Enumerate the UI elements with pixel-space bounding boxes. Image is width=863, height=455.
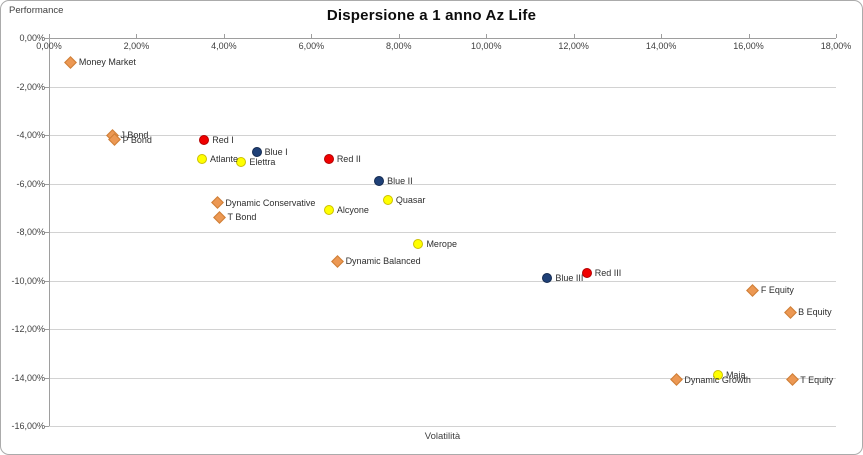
x-axis-tick	[573, 34, 575, 38]
point-label-merope: Merope	[426, 239, 457, 250]
x-tick-label: 10,00%	[470, 41, 502, 51]
y-tick-label: -2,00%	[16, 81, 45, 92]
gridline	[49, 329, 836, 330]
gridline	[49, 426, 836, 427]
y-axis-tick	[45, 280, 49, 282]
point-label-b-equity: B Equity	[798, 307, 832, 318]
x-axis-tick	[836, 34, 837, 38]
point-dynamic-conservative	[210, 196, 224, 210]
point-blue-iii	[542, 273, 553, 284]
x-tick-label: 12,00%	[558, 41, 589, 51]
x-tick-label: 8,00%	[386, 41, 412, 51]
point-label-f-equity: F Equity	[760, 285, 794, 296]
point-label-t-bond: T Bond	[227, 212, 257, 223]
point-b-equity	[783, 305, 797, 319]
point-label-p-bond: P Bond	[122, 134, 152, 145]
x-axis-tick	[49, 34, 50, 38]
y-tick-label: -6,00%	[16, 178, 45, 189]
gridline	[49, 86, 836, 88]
point-dynamic-balanced	[331, 254, 344, 268]
point-label-maia: Maia	[725, 370, 746, 381]
point-maia	[712, 370, 723, 381]
point-blue-i	[251, 146, 262, 157]
x-axis-tick	[748, 34, 750, 38]
y-tick-label: -16,00%	[11, 421, 45, 431]
y-axis-tick	[45, 135, 49, 136]
x-axis-tick	[223, 34, 225, 38]
y-axis-tick	[45, 377, 49, 379]
point-label-elettra: Elettra	[249, 156, 276, 167]
point-label-blue-i: Blue I	[264, 146, 288, 157]
point-label-blue-ii: Blue II	[387, 176, 413, 187]
point-label-red-iii: Red III	[594, 268, 622, 279]
x-tick-label: 2,00%	[123, 41, 150, 51]
x-axis-line	[49, 38, 836, 39]
point-t-equity	[785, 373, 799, 387]
gridline	[49, 377, 836, 379]
point-label-dynamic-balanced: Dynamic Balanced	[345, 256, 421, 267]
point-dynamic-growth	[670, 373, 683, 387]
x-axis-title: Volatilità	[424, 431, 461, 442]
y-tick-label: -14,00%	[11, 372, 45, 383]
point-red-ii	[323, 154, 334, 165]
y-tick-label: -8,00%	[16, 227, 45, 237]
point-label-red-ii: Red II	[336, 154, 361, 165]
gridline	[49, 135, 836, 136]
point-merope	[413, 239, 424, 250]
point-label-t-equity: T Equity	[800, 374, 834, 385]
point-alcyone	[323, 205, 334, 216]
chart-title: Dispersione a 1 anno Az Life	[326, 7, 537, 24]
y-tick-label: 0,00%	[19, 33, 45, 43]
x-axis-tick	[661, 34, 663, 38]
point-label-money-market: Money Market	[78, 57, 136, 68]
x-axis-tick	[311, 34, 313, 38]
point-label-j-bond: J Bond	[120, 130, 149, 140]
y-axis-title: Performance	[9, 5, 64, 16]
point-label-alcyone: Alcyone	[336, 205, 369, 216]
point-label-blue-iii: Blue III	[555, 273, 584, 284]
point-label-quasar: Quasar	[395, 195, 426, 206]
gridline	[49, 232, 836, 233]
point-label-atlante: Atlante	[210, 154, 239, 165]
point-blue-ii	[374, 176, 385, 187]
point-quasar	[382, 195, 393, 206]
point-label-dynamic-conservative: Dynamic Conservative	[225, 197, 316, 208]
x-tick-label: 0,00%	[36, 41, 62, 51]
point-red-i	[199, 134, 210, 145]
x-axis-tick	[136, 34, 138, 38]
y-tick-label: -12,00%	[11, 324, 45, 334]
x-tick-label: 14,00%	[645, 41, 677, 51]
x-tick-label: 16,00%	[733, 41, 764, 51]
y-tick-label: -4,00%	[16, 130, 45, 140]
y-axis-tick	[45, 183, 49, 185]
point-money-market	[64, 55, 78, 69]
y-axis-tick	[45, 329, 49, 330]
y-axis-line	[49, 38, 50, 426]
x-axis-tick	[486, 34, 488, 38]
y-tick-label: -10,00%	[11, 275, 45, 286]
point-f-equity	[746, 283, 760, 297]
y-axis-tick	[45, 232, 49, 233]
point-label-dynamic-growth: Dynamic Growth	[684, 374, 751, 385]
point-atlante	[197, 154, 208, 165]
x-tick-label: 4,00%	[211, 41, 237, 51]
y-axis-tick	[45, 86, 49, 88]
x-axis-tick	[398, 34, 400, 38]
point-label-red-i: Red I	[212, 134, 234, 145]
gridline	[49, 280, 836, 282]
point-elettra	[236, 156, 247, 167]
point-red-iii	[581, 268, 592, 279]
point-t-bond	[213, 211, 226, 224]
gridline	[49, 183, 836, 185]
y-axis-tick	[45, 38, 49, 39]
x-tick-label: 18,00%	[820, 41, 852, 51]
y-axis-tick	[45, 426, 49, 427]
x-tick-label: 6,00%	[298, 41, 325, 51]
